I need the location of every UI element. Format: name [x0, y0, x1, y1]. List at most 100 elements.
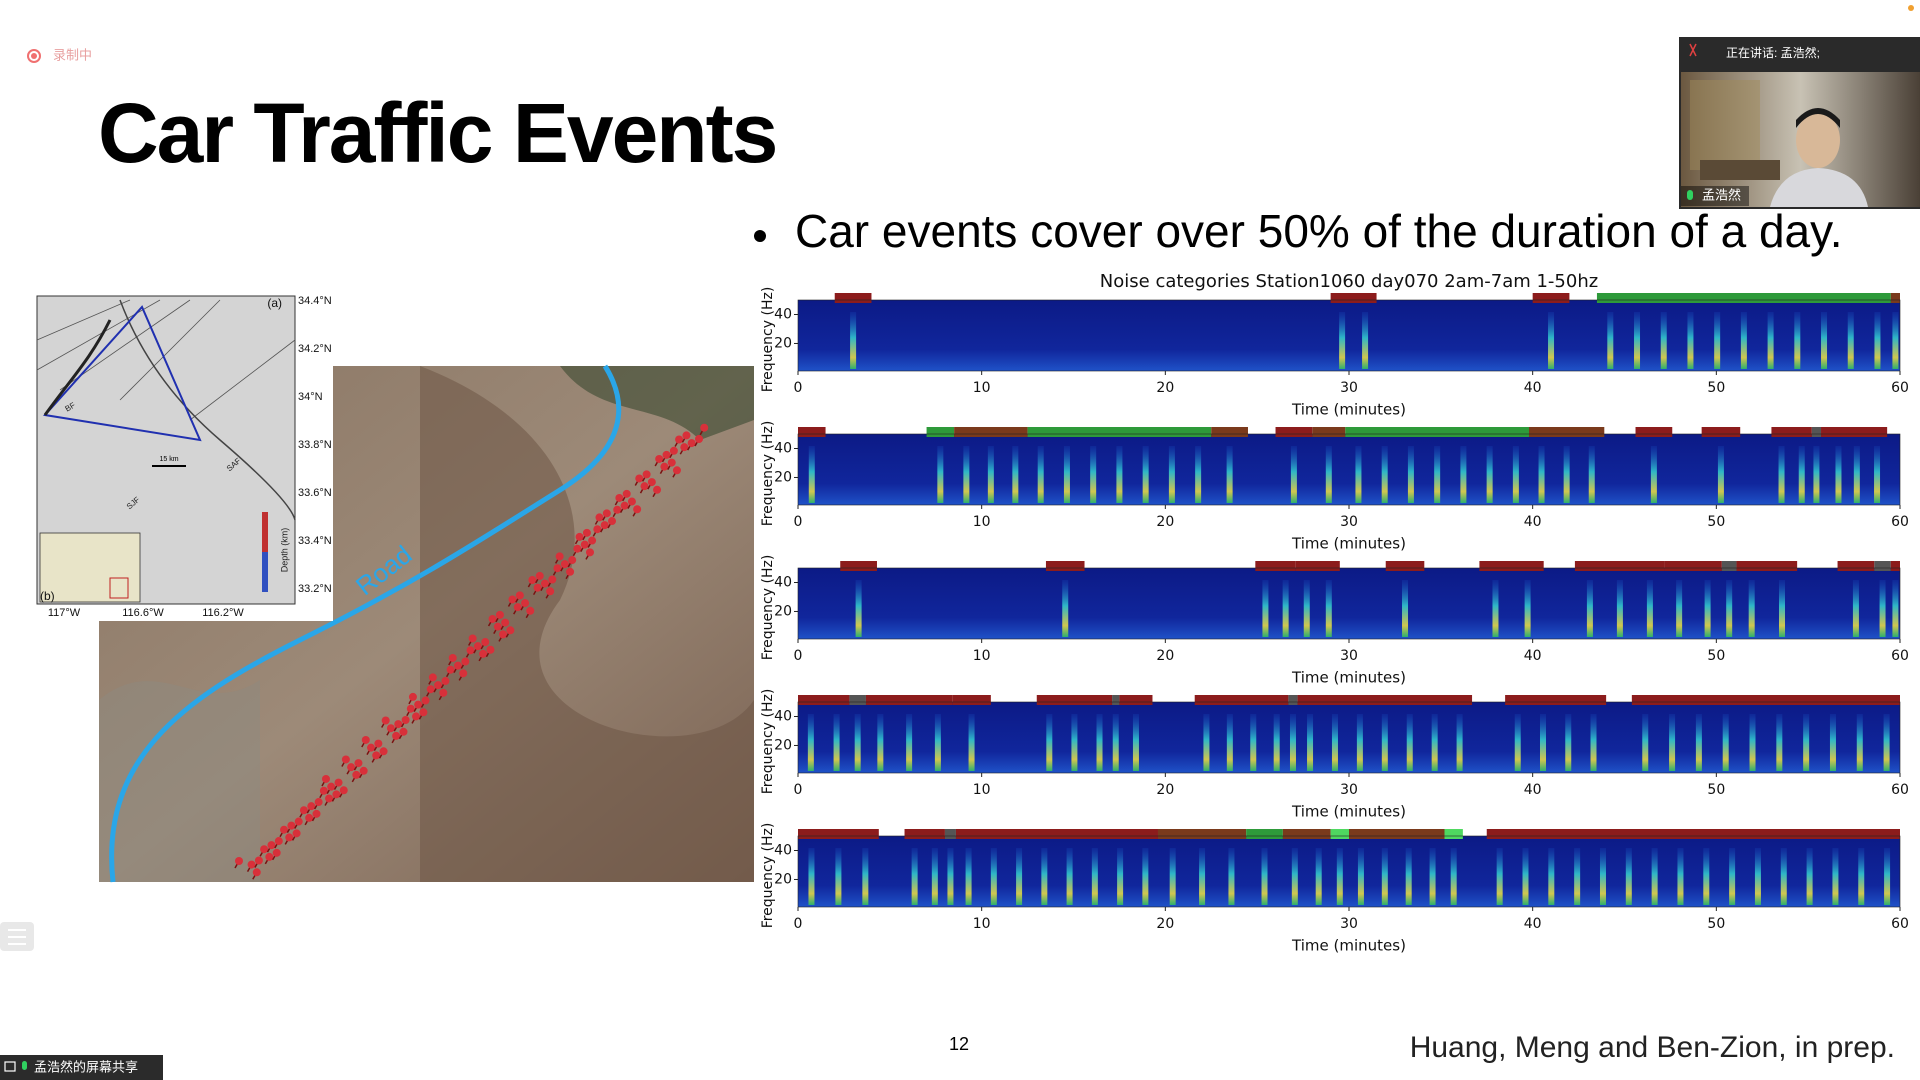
panel-a-label: (a)	[267, 296, 282, 310]
energy-burst	[1767, 312, 1774, 369]
energy-burst	[1625, 848, 1632, 905]
pin-head	[386, 724, 395, 733]
record-icon[interactable]	[27, 49, 41, 63]
category-segment	[1821, 427, 1856, 437]
energy-burst	[1116, 446, 1123, 503]
x-tick-label: 0	[794, 782, 803, 798]
pin-head	[294, 817, 303, 826]
pin-head	[595, 513, 604, 522]
energy-burst	[1046, 714, 1053, 771]
energy-burst	[906, 714, 913, 771]
energy-burst	[965, 848, 972, 905]
x-tick-label: 20	[1156, 648, 1174, 664]
energy-burst	[1687, 312, 1694, 369]
energy-burst	[1262, 580, 1269, 637]
bullet-text: Car events cover over 50% of the duratio…	[795, 205, 1843, 257]
energy-burst	[1331, 714, 1338, 771]
lat-label: 33.6°N	[298, 487, 332, 499]
y-tick-label: 40	[774, 708, 792, 724]
pin-head	[521, 599, 530, 608]
energy-burst	[1339, 312, 1346, 369]
pin-head	[247, 860, 256, 869]
pin-head	[642, 470, 651, 479]
shirt	[1770, 168, 1868, 207]
category-segment	[1890, 293, 1900, 303]
energy-burst	[808, 848, 815, 905]
category-segment	[1811, 427, 1822, 437]
energy-burst	[1677, 848, 1684, 905]
pin-head	[488, 614, 497, 623]
energy-burst	[1250, 714, 1257, 771]
energy-burst	[1037, 446, 1044, 503]
energy-burst	[1883, 714, 1890, 771]
pin-head	[448, 653, 457, 662]
pin-head	[347, 763, 356, 772]
energy-burst	[1874, 312, 1881, 369]
y-tick-label: 20	[774, 469, 792, 485]
share-bar[interactable]	[0, 1055, 163, 1080]
energy-burst	[1406, 714, 1413, 771]
pin-head	[252, 868, 261, 877]
category-segment	[1119, 695, 1153, 705]
energy-burst	[1726, 580, 1733, 637]
energy-burst	[854, 714, 861, 771]
energy-burst	[1524, 580, 1531, 637]
spectrogram-title: Noise categories Station1060 day070 2am-…	[1100, 271, 1598, 292]
pin-head	[299, 806, 308, 815]
road-line	[109, 364, 622, 883]
energy-burst	[877, 714, 884, 771]
energy-burst	[1778, 580, 1785, 637]
y-tick-label: 20	[774, 603, 792, 619]
pin-head	[615, 493, 624, 502]
category-segment	[1890, 561, 1900, 571]
video-tile[interactable]: 正在讲话: 孟浩然; 孟浩然	[1679, 37, 1920, 209]
spectrogram-figure: Noise categories Station1060 day070 2am-…	[760, 271, 1909, 955]
pin-head	[700, 423, 709, 432]
pin-head	[481, 638, 490, 647]
energy-burst	[1090, 446, 1097, 503]
category-segment	[952, 695, 991, 705]
energy-burst	[1676, 580, 1683, 637]
lat-label: 33.8°N	[298, 439, 332, 451]
energy-burst	[1325, 580, 1332, 637]
pin-head	[254, 856, 263, 865]
pin-head	[272, 848, 281, 857]
category-segment	[1349, 829, 1445, 839]
energy-burst	[987, 446, 994, 503]
category-segment	[1157, 829, 1247, 839]
energy-burst	[1590, 714, 1597, 771]
energy-burst	[1548, 312, 1555, 369]
x-tick-label: 40	[1524, 916, 1542, 932]
pin-head	[428, 673, 437, 682]
fault-line	[119, 299, 296, 521]
energy-burst	[1892, 580, 1899, 637]
energy-burst	[1539, 714, 1546, 771]
x-tick-label: 10	[973, 782, 991, 798]
fault-label: BF	[64, 401, 77, 414]
y-axis-label: Frequency (Hz)	[760, 823, 776, 929]
pin-head	[548, 575, 557, 584]
category-segment	[1771, 427, 1812, 437]
pin-head	[662, 450, 671, 459]
category-segment	[1330, 293, 1377, 303]
page-number: 12	[949, 1034, 969, 1054]
energy-burst	[1407, 446, 1414, 503]
pin-head	[267, 841, 276, 850]
energy-burst	[1117, 848, 1124, 905]
pin-head	[352, 770, 361, 779]
y-tick-label: 20	[774, 737, 792, 753]
energy-burst	[1852, 580, 1859, 637]
pin-head	[379, 747, 388, 756]
energy-burst	[1381, 714, 1388, 771]
energy-burst	[1016, 848, 1023, 905]
x-tick-label: 60	[1891, 380, 1909, 396]
x-tick-label: 40	[1524, 514, 1542, 530]
energy-burst	[807, 714, 814, 771]
pin-head	[439, 688, 448, 697]
x-tick-label: 50	[1707, 380, 1725, 396]
energy-burst	[850, 312, 857, 369]
spectrogram-panel	[798, 568, 1900, 639]
energy-burst	[1607, 312, 1614, 369]
x-tick-label: 50	[1707, 514, 1725, 530]
